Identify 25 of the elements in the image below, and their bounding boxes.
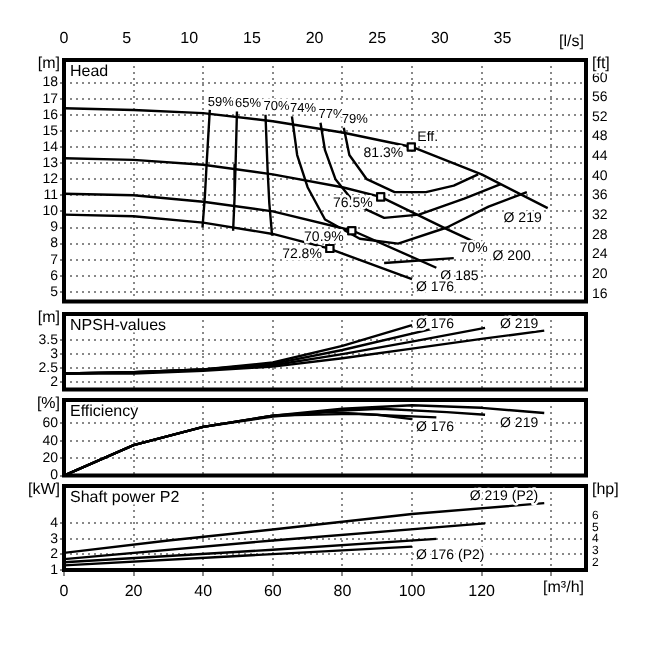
chart-title: NPSH-values xyxy=(70,316,167,335)
x2-tick-label: 30 xyxy=(430,28,450,47)
x2-tick-label: 35 xyxy=(493,28,513,47)
chart-title: Shaft power P2 xyxy=(70,488,181,507)
x-tick-label: 20 xyxy=(124,582,144,601)
x-axis-title: [m³/h] xyxy=(543,578,584,597)
chart-title: Head xyxy=(70,62,109,81)
x-tick-label: 40 xyxy=(194,582,214,601)
chart-title: Efficiency xyxy=(70,402,139,421)
x-tick-label: 120 xyxy=(468,582,497,601)
x-tick-label: 80 xyxy=(333,582,353,601)
x2-tick-label: 15 xyxy=(243,28,262,47)
y-axis-title: [m] xyxy=(37,308,60,327)
x-tick-label: 60 xyxy=(263,582,283,601)
x2-tick-label: 25 xyxy=(368,28,388,47)
x2-tick-label: 5 xyxy=(122,28,133,47)
y-axis-title: [kW] xyxy=(28,480,60,499)
y-axis-title: [m] xyxy=(37,54,60,73)
x2-tick-label: 10 xyxy=(180,28,200,47)
y2-axis-title: [ft] xyxy=(592,54,610,73)
x2-tick-label: 20 xyxy=(305,28,325,47)
x2-axis-title: [l/s] xyxy=(559,32,584,51)
y-axis-title: [%] xyxy=(36,394,60,413)
x-tick-label: 100 xyxy=(398,582,427,601)
y2-axis-title: [hp] xyxy=(592,480,619,499)
